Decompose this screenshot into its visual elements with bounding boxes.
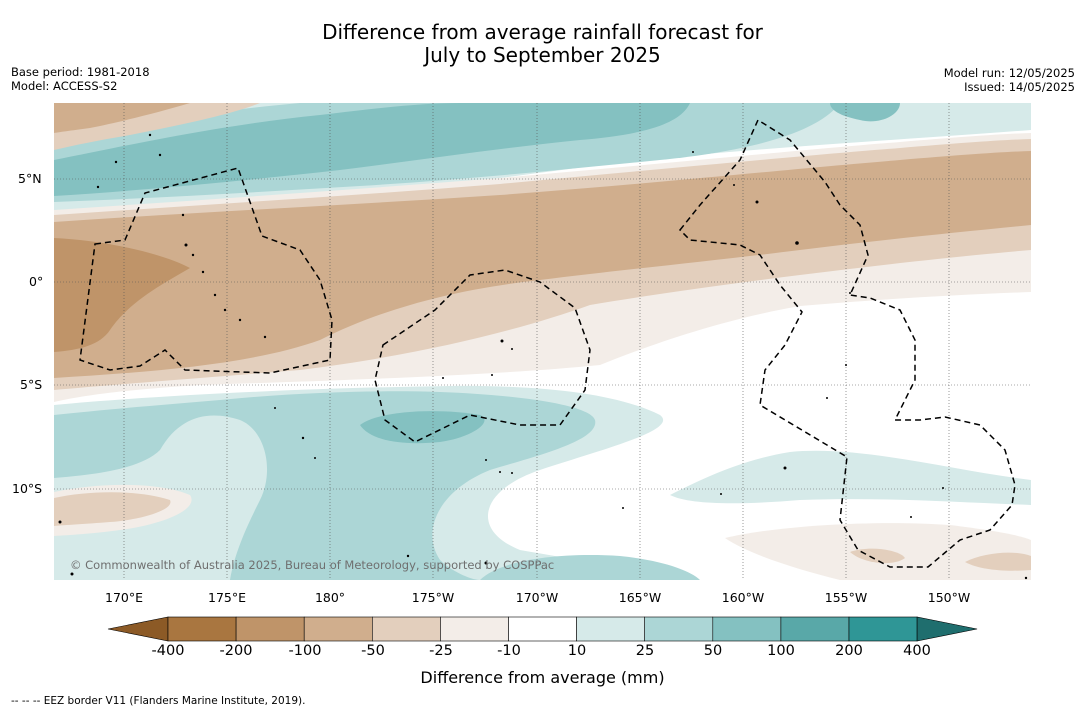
lon-label-155w: 155°W (824, 590, 868, 605)
legend-swatch (848, 616, 918, 642)
legend-tick: -50 (361, 643, 385, 659)
legend-extend-low (107, 616, 169, 642)
lon-label-170w: 170°W (515, 590, 559, 605)
legend-swatch (440, 616, 509, 642)
base-info: Base period: 1981-2018 Model: ACCESS-S2 (11, 65, 150, 93)
legend-swatch (303, 616, 373, 642)
chart-title: Difference from average rainfall forecas… (0, 21, 1085, 67)
legend-tick: 25 (635, 643, 655, 659)
lon-label-170e: 170°E (104, 590, 144, 605)
lat-label-10s: 10°S (12, 481, 43, 496)
contour-green-south-bottom-50 (480, 555, 700, 580)
model-name: Model: ACCESS-S2 (11, 79, 118, 93)
legend-extend-high (916, 616, 978, 642)
contour-green-south-100 (360, 411, 485, 444)
legend-tick: -25 (429, 643, 453, 659)
legend-title: Difference from average (mm) (420, 668, 665, 687)
legend-swatch (508, 616, 577, 642)
run-info: Model run: 12/05/2025 Issued: 14/05/2025 (944, 66, 1075, 94)
legend-tick: -400 (151, 643, 185, 659)
contour-green-south-east-25 (670, 450, 1031, 505)
contour-green-north-100b (830, 103, 900, 122)
legend-swatch (780, 616, 850, 642)
legend-tick: -100 (288, 643, 322, 659)
eez-phoenix (374, 269, 591, 443)
lon-label-180: 180° (314, 590, 346, 605)
model-run-date: Model run: 12/05/2025 (943, 66, 1075, 80)
legend-swatch (235, 616, 305, 642)
lon-label-160w: 160°W (721, 590, 765, 605)
colorbar-segments (107, 616, 978, 642)
legend-tick: -200 (219, 643, 253, 659)
legend-swatch (167, 616, 237, 642)
eez-footnote: -- -- -- EEZ border V11 (Flanders Marine… (11, 695, 306, 707)
legend-tick: -10 (497, 643, 521, 659)
contour-brown-southeast-25b (965, 552, 1031, 571)
contour-brown-100 (54, 238, 190, 352)
lon-label-175w: 175°W (411, 590, 455, 605)
lat-label-5n: 5°N (18, 171, 42, 186)
lon-label-150w: 150°W (927, 590, 971, 605)
lon-label-165w: 165°W (618, 590, 662, 605)
legend-tick: 400 (903, 643, 931, 659)
legend-tick: 10 (567, 643, 587, 659)
legend-swatch (371, 616, 441, 642)
graticule (54, 103, 1031, 580)
contour-brown-50 (54, 151, 1031, 378)
contour-brown-southwest-25 (54, 492, 171, 526)
legend-tick: 50 (703, 643, 723, 659)
contour-green-north-100 (54, 103, 690, 196)
eez-borders (79, 118, 1016, 568)
title-line-2: July to September 2025 (424, 43, 661, 67)
lon-label-175e: 175°E (207, 590, 247, 605)
issued-date: Issued: 14/05/2025 (964, 80, 1075, 94)
lat-label-5s: 5°S (20, 377, 43, 392)
base-period: Base period: 1981-2018 (11, 65, 150, 79)
title-line-1: Difference from average rainfall forecas… (322, 20, 763, 44)
legend-tick: 100 (767, 643, 795, 659)
legend-tick: 200 (835, 643, 863, 659)
copyright-notice: © Commonwealth of Australia 2025, Bureau… (70, 558, 555, 572)
islands (58, 133, 1028, 580)
contour-green-south-50 (54, 391, 596, 580)
legend-swatch (576, 616, 645, 642)
lat-label-0: 0° (29, 274, 44, 289)
contour-brown-northwest-inner (54, 103, 190, 133)
legend-swatch (712, 616, 782, 642)
legend-swatch (644, 616, 714, 642)
eez-line-north (678, 118, 1016, 568)
